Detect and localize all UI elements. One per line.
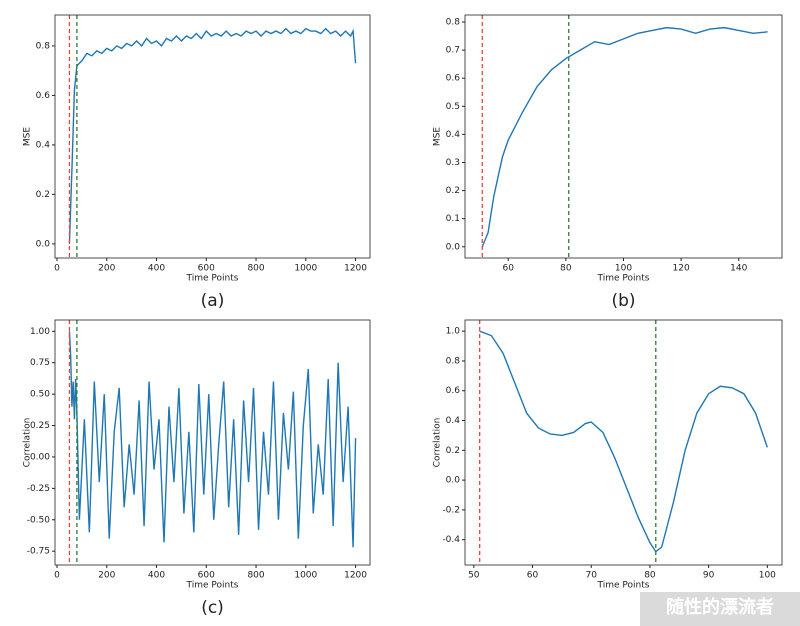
y-tick-label: 0.3 [446, 158, 460, 168]
watermark-bg [640, 592, 800, 626]
y-axis-label: Correlation [23, 418, 33, 468]
y-tick-label: 0.5 [446, 102, 460, 112]
data-line [68, 27, 357, 244]
x-tick-label: 1000 [294, 571, 317, 581]
y-tick-label: 0.0 [446, 476, 461, 486]
caption: (a) [201, 291, 225, 311]
y-tick-label: 0.1 [446, 214, 460, 224]
y-tick-label: -0.25 [27, 484, 50, 494]
x-tick-label: 1200 [344, 571, 367, 581]
x-axis-label: Time Points [186, 581, 239, 591]
x-axis-label: Time Points [597, 274, 650, 284]
watermark: 随性的漂流者 [666, 596, 774, 618]
y-tick-label: 0.6 [446, 74, 461, 84]
x-tick-label: 80 [644, 571, 656, 581]
x-axis-label: Time Points [597, 581, 650, 591]
x-tick-label: 0 [54, 264, 60, 274]
y-tick-label: 0.50 [30, 390, 50, 400]
x-tick-label: 120 [673, 264, 690, 274]
y-tick-label: -0.4 [442, 535, 460, 545]
axes-frame [54, 14, 371, 259]
axes-frame [464, 319, 783, 566]
y-tick-label: 0.2 [446, 446, 460, 456]
x-tick-label: 100 [615, 264, 632, 274]
y-tick-label: -0.75 [27, 547, 50, 557]
y-axis-label: MSE [433, 127, 443, 146]
y-tick-label: 0.8 [446, 356, 461, 366]
x-tick-label: 60 [527, 571, 539, 581]
x-tick-label: 80 [560, 264, 572, 274]
y-tick-label: 0.2 [446, 186, 460, 196]
x-tick-label: 100 [759, 571, 776, 581]
caption: (b) [611, 291, 635, 311]
y-tick-label: 0.7 [446, 46, 460, 56]
data-line [481, 26, 768, 248]
y-tick-label: 0.6 [446, 386, 461, 396]
data-line [479, 330, 768, 553]
x-tick-label: 400 [148, 264, 165, 274]
y-tick-label: 0.8 [36, 41, 51, 51]
x-tick-label: 60 [503, 264, 515, 274]
x-tick-label: 90 [703, 571, 715, 581]
y-tick-label: 1.00 [30, 327, 50, 337]
x-tick-label: 1000 [294, 264, 317, 274]
axes-frame [54, 319, 371, 566]
x-tick-label: 600 [198, 264, 215, 274]
y-tick-label: 0.75 [30, 358, 50, 368]
y-tick-label: 0.4 [446, 416, 461, 426]
x-axis-label: Time Points [186, 274, 239, 284]
y-tick-label: 0.0 [36, 239, 51, 249]
x-tick-label: 140 [730, 264, 747, 274]
x-tick-label: 600 [198, 571, 215, 581]
y-axis-label: MSE [23, 127, 33, 146]
y-tick-label: 0.6 [36, 91, 51, 101]
axes-frame [464, 14, 783, 259]
y-tick-label: 0.00 [30, 452, 50, 462]
x-tick-label: 800 [247, 264, 264, 274]
x-tick-label: 0 [54, 571, 60, 581]
x-tick-label: 400 [148, 571, 165, 581]
y-tick-label: -0.50 [27, 515, 51, 525]
x-tick-label: 200 [98, 571, 115, 581]
y-tick-label: 0.2 [36, 190, 50, 200]
x-tick-label: 800 [247, 571, 264, 581]
caption: (c) [201, 598, 224, 618]
y-tick-label: 0.4 [36, 140, 51, 150]
y-tick-label: 1.0 [446, 327, 461, 337]
x-tick-label: 70 [585, 571, 597, 581]
x-tick-label: 1200 [344, 264, 367, 274]
x-tick-label: 200 [98, 264, 115, 274]
y-axis-label: Correlation [433, 418, 443, 468]
y-tick-label: -0.2 [442, 505, 460, 515]
data-line [68, 331, 357, 548]
x-tick-label: 50 [468, 571, 480, 581]
y-tick-label: 0.25 [30, 421, 50, 431]
y-tick-label: 0.0 [446, 242, 461, 252]
y-tick-label: 0.4 [446, 130, 461, 140]
y-tick-label: 0.8 [446, 18, 461, 28]
